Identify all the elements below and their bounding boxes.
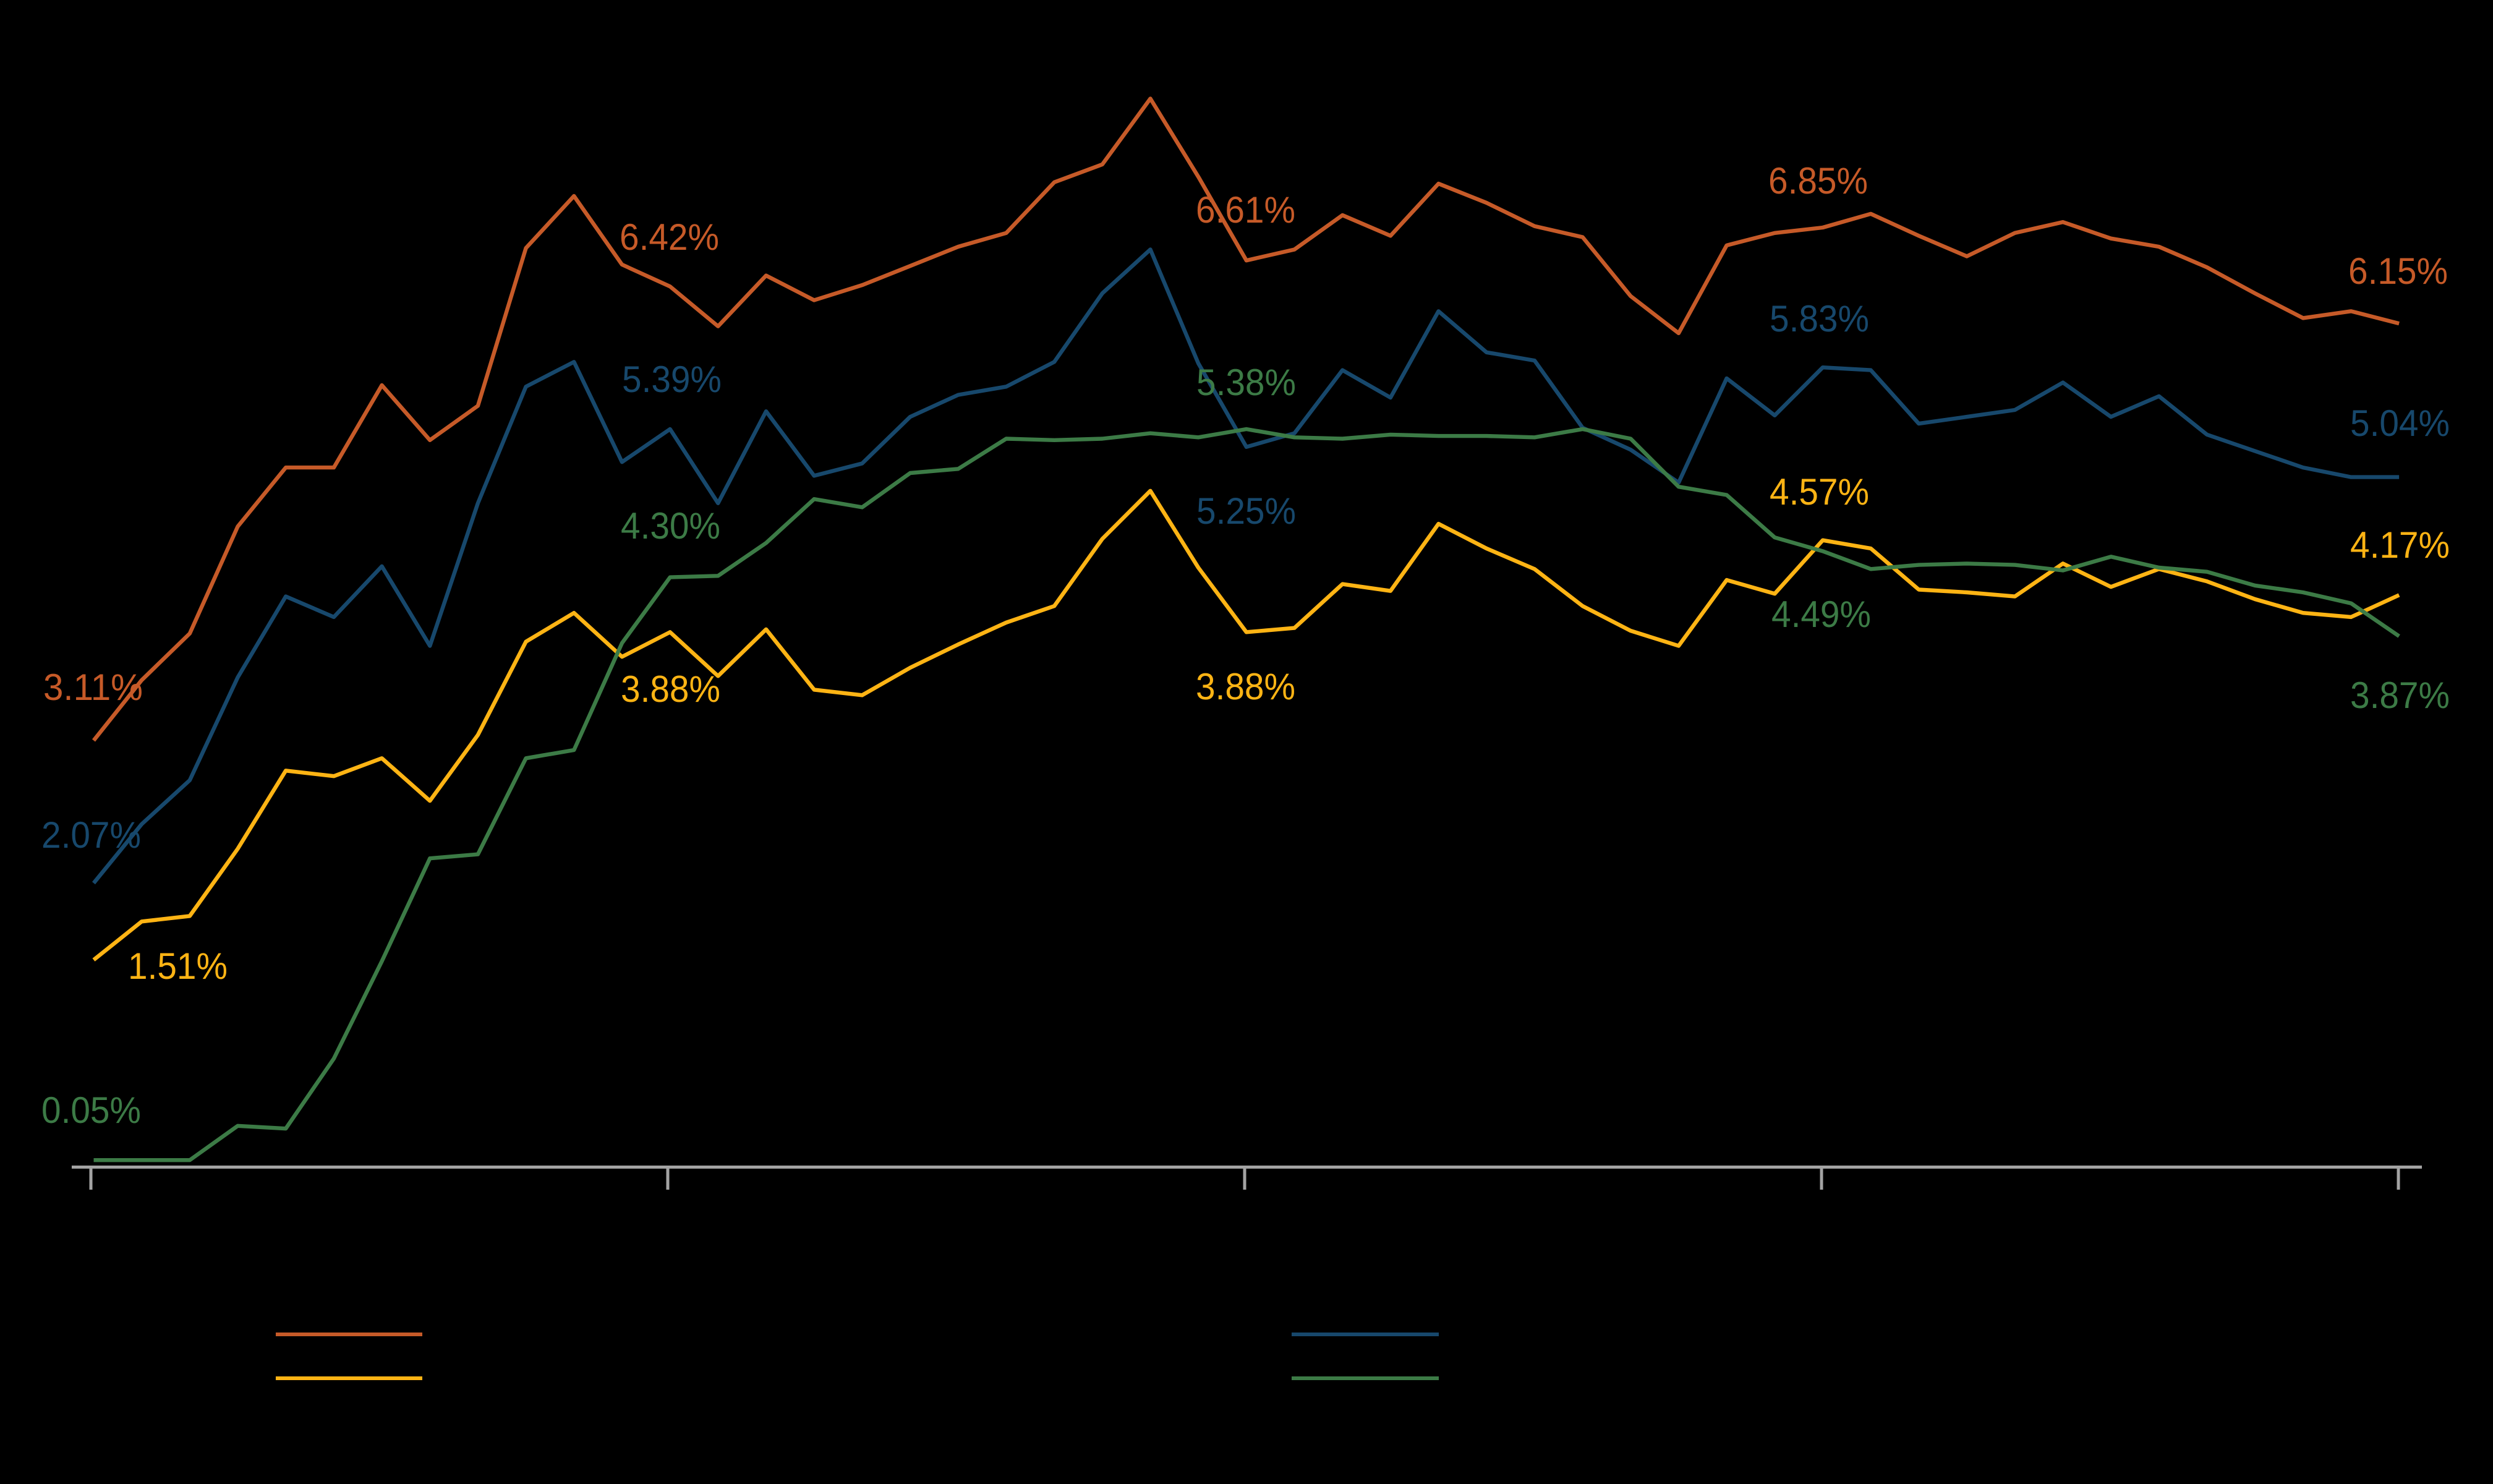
svg-text:2.07%: 2.07%	[41, 814, 141, 856]
svg-text:3.88%: 3.88%	[1196, 666, 1295, 707]
svg-text:1.51%: 1.51%	[128, 945, 228, 987]
svg-text:3.11%: 3.11%	[43, 667, 143, 708]
svg-text:5.39%: 5.39%	[622, 359, 722, 400]
svg-text:5.04%: 5.04%	[2350, 403, 2450, 444]
svg-text:6.85%: 6.85%	[1768, 160, 1868, 202]
svg-text:6.61%: 6.61%	[1196, 189, 1295, 231]
svg-text:4.49%: 4.49%	[1771, 594, 1871, 635]
svg-text:3.88%: 3.88%	[621, 668, 720, 710]
svg-text:4.57%: 4.57%	[1770, 471, 1869, 513]
svg-text:5.83%: 5.83%	[1770, 298, 1869, 339]
svg-text:4.17%: 4.17%	[2350, 524, 2450, 566]
svg-text:6.15%: 6.15%	[2348, 250, 2448, 292]
svg-text:5.38%: 5.38%	[1196, 362, 1296, 403]
svg-text:0.05%: 0.05%	[41, 1090, 141, 1131]
svg-text:6.42%: 6.42%	[620, 216, 719, 258]
svg-text:4.30%: 4.30%	[621, 505, 720, 547]
svg-text:5.25%: 5.25%	[1196, 490, 1296, 532]
svg-text:3.87%: 3.87%	[2350, 675, 2450, 716]
